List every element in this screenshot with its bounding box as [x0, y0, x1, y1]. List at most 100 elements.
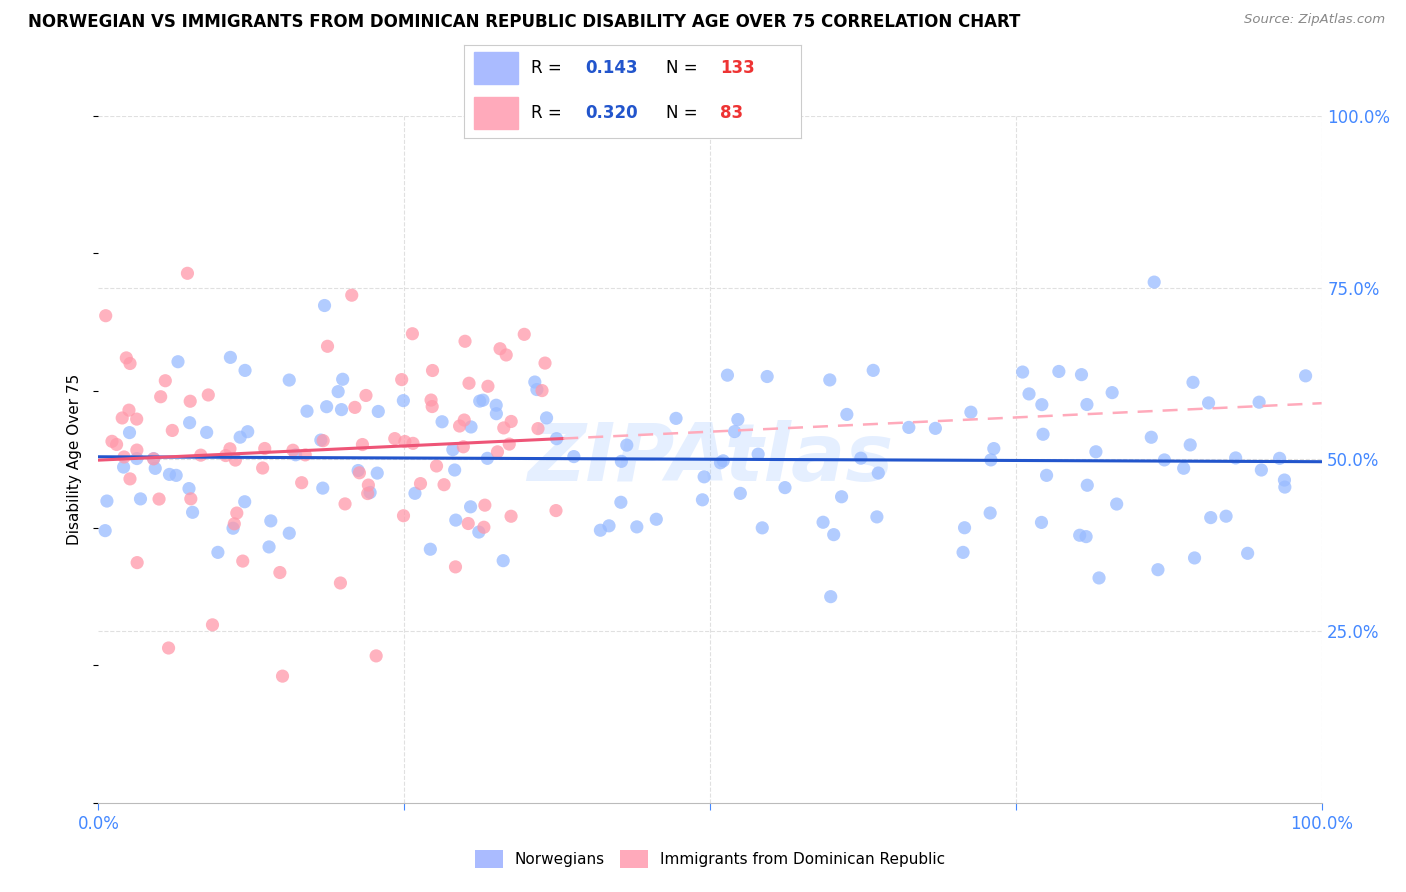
Point	[692, 492, 714, 507]
Point	[820, 590, 842, 604]
Point	[229, 430, 252, 444]
Point	[1268, 451, 1291, 466]
Point	[118, 472, 141, 486]
Point	[1069, 528, 1091, 542]
Point	[236, 425, 259, 439]
Point	[316, 339, 339, 353]
Point	[610, 495, 633, 509]
Text: NORWEGIAN VS IMMIGRANTS FROM DOMINICAN REPUBLIC DISABILITY AGE OVER 75 CORRELATI: NORWEGIAN VS IMMIGRANTS FROM DOMINICAN R…	[28, 13, 1021, 31]
Point	[492, 421, 515, 435]
Point	[252, 461, 274, 475]
Point	[1198, 396, 1220, 410]
Point	[1274, 480, 1296, 494]
Point	[1035, 468, 1057, 483]
Point	[665, 411, 688, 425]
Point	[458, 376, 481, 391]
Point	[1105, 497, 1128, 511]
Point	[474, 498, 496, 512]
Point	[953, 521, 976, 535]
Bar	[474, 52, 517, 84]
Point	[195, 425, 218, 440]
Point	[197, 388, 219, 402]
Point	[616, 438, 638, 452]
Point	[112, 450, 135, 464]
Point	[219, 442, 242, 456]
Point	[329, 576, 352, 591]
Point	[420, 392, 443, 407]
Point	[271, 669, 294, 683]
Point	[471, 393, 494, 408]
Point	[441, 442, 464, 457]
Point	[983, 442, 1005, 456]
Point	[425, 458, 447, 473]
Point	[454, 334, 477, 349]
Point	[330, 402, 353, 417]
Point	[835, 408, 858, 422]
Point	[477, 379, 499, 393]
Point	[960, 405, 983, 419]
Point	[485, 398, 508, 412]
Point	[219, 351, 242, 365]
Point	[849, 451, 872, 466]
Point	[716, 368, 738, 383]
Text: R =: R =	[531, 103, 568, 121]
Point	[468, 524, 491, 539]
Point	[394, 434, 416, 449]
Point	[125, 451, 148, 466]
Text: 83: 83	[720, 103, 744, 121]
Point	[430, 415, 453, 429]
Point	[312, 481, 335, 495]
Point	[295, 404, 318, 418]
Point	[224, 453, 246, 467]
Point	[756, 369, 779, 384]
Point	[94, 309, 117, 323]
Text: R =: R =	[531, 59, 568, 77]
Point	[866, 509, 889, 524]
Point	[314, 299, 336, 313]
Point	[598, 518, 620, 533]
Point	[1031, 398, 1053, 412]
Point	[118, 425, 141, 440]
Point	[233, 363, 256, 377]
Point	[1249, 395, 1271, 409]
Point	[952, 545, 974, 559]
Point	[201, 617, 224, 632]
Point	[1147, 563, 1170, 577]
Point	[1011, 365, 1033, 379]
Point	[401, 326, 423, 341]
Point	[897, 420, 920, 434]
Point	[1295, 368, 1317, 383]
Point	[176, 266, 198, 280]
Text: 0.320: 0.320	[585, 103, 638, 121]
Point	[215, 449, 238, 463]
Point	[294, 448, 316, 462]
Point	[118, 357, 141, 371]
Point	[112, 460, 135, 475]
Text: N =: N =	[666, 103, 703, 121]
Point	[179, 394, 201, 409]
Point	[626, 520, 648, 534]
Point	[457, 516, 479, 531]
Point	[357, 478, 380, 492]
Point	[443, 463, 465, 477]
Point	[544, 503, 567, 517]
Text: N =: N =	[666, 59, 703, 77]
Point	[1274, 473, 1296, 487]
Point	[453, 440, 475, 454]
Point	[1199, 510, 1222, 524]
Legend: Norwegians, Immigrants from Dominican Republic: Norwegians, Immigrants from Dominican Re…	[470, 845, 950, 874]
Point	[402, 436, 425, 450]
Point	[534, 356, 557, 370]
Point	[233, 494, 256, 508]
Point	[1018, 387, 1040, 401]
Point	[468, 394, 491, 409]
Point	[155, 374, 177, 388]
Point	[1076, 478, 1098, 492]
Point	[1076, 397, 1098, 411]
Point	[498, 437, 520, 451]
Point	[693, 470, 716, 484]
Point	[1153, 453, 1175, 467]
Text: Source: ZipAtlas.com: Source: ZipAtlas.com	[1244, 13, 1385, 27]
Point	[148, 491, 170, 506]
Point	[723, 425, 745, 439]
